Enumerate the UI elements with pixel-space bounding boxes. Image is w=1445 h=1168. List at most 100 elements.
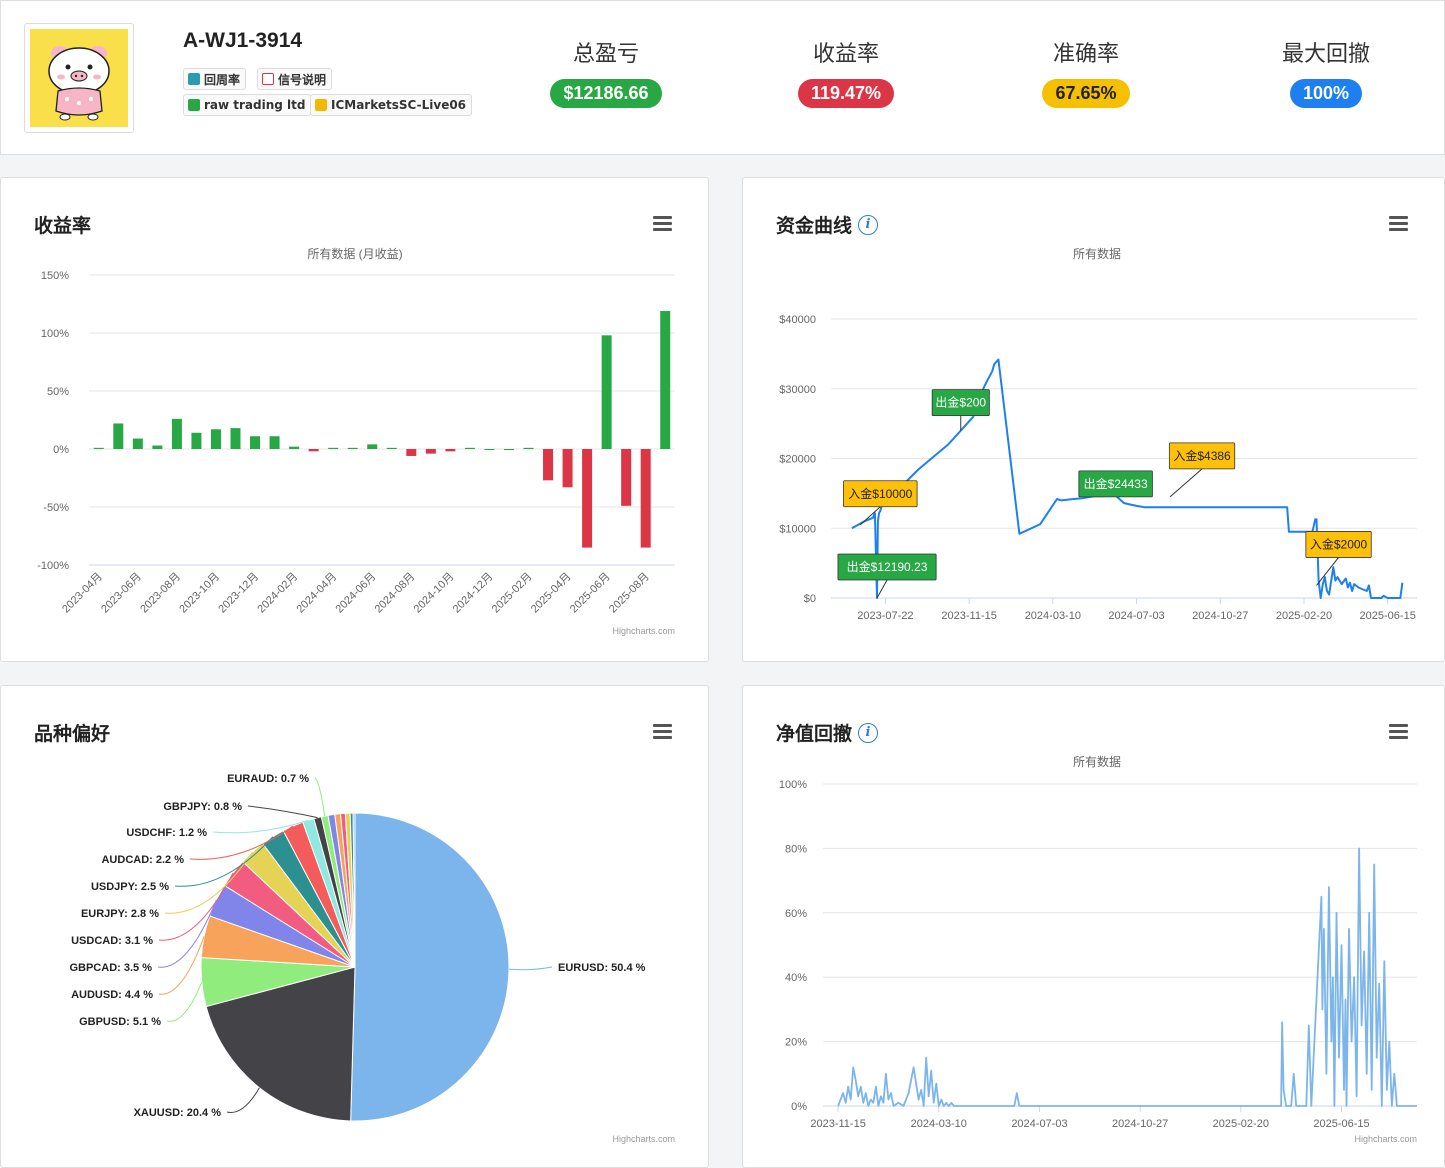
pie-connector xyxy=(247,805,318,819)
signal-name: A-WJ1-3914 xyxy=(183,29,303,52)
bar-2024-05 xyxy=(347,447,358,449)
returns-chart: 所有数据 (月收益) 150% 100% 50% 0% -50% -100%2023-04月… xyxy=(37,246,675,636)
bar-2023-09 xyxy=(191,432,202,449)
equity-line xyxy=(851,358,1404,599)
x-tick-label: 2025-02-20 xyxy=(1276,610,1332,622)
tag-label: ICMarketsSC-Live06 xyxy=(331,98,467,112)
bar-2024-07 xyxy=(386,447,397,449)
bar-2023-07 xyxy=(152,445,163,449)
drawdown-line xyxy=(837,847,1417,1107)
tag-signal-description[interactable]: 信号说明 xyxy=(257,68,333,90)
chart-menu-button[interactable] xyxy=(1389,216,1408,231)
flag-annotation: 出金$12190.23 xyxy=(837,553,937,599)
pie-label: USDCHF: 1.2 % xyxy=(126,827,207,839)
pie-slice-EURUSD xyxy=(350,812,510,1122)
x-tick-label: 2023-11-15 xyxy=(941,610,996,622)
x-tick-label: 2024-08月 xyxy=(373,571,418,616)
chart-menu-button[interactable] xyxy=(653,216,672,231)
symbols-panel: EURUSD: 50.4 % XAUUSD: 20.4 % GBPUSD: 5.1 … xyxy=(0,685,709,1168)
y-tick-label: 50% xyxy=(47,386,69,398)
info-icon[interactable]: i xyxy=(858,722,879,743)
bar-2025-09 xyxy=(660,310,671,449)
signal-header: A-WJ1-3914 回周率 信号说明 raw trading ltd ICMa… xyxy=(0,0,1445,155)
pie-slice-XAUUSD xyxy=(205,966,356,1122)
flag-annotation: 出金$24433 xyxy=(1078,470,1153,498)
info-icon[interactable]: i xyxy=(858,214,879,235)
bar-2023-08 xyxy=(171,418,182,449)
message-icon xyxy=(262,73,274,85)
chart-menu-button[interactable] xyxy=(1389,724,1408,739)
tag-label: 回周率 xyxy=(204,72,241,87)
stat-label: 最大回撤 xyxy=(1281,42,1370,67)
bar-2024-06 xyxy=(367,444,378,449)
chart-menu-button[interactable] xyxy=(653,724,672,739)
stat-return-rate: 收益率 119.47% xyxy=(726,39,966,108)
x-tick-label: 2025-02-20 xyxy=(1213,1118,1269,1130)
panel-title: 收益率 xyxy=(34,211,91,238)
stat-max-drawdown: 最大回撤 100% xyxy=(1206,39,1445,108)
pie-label: USDJPY: 2.5 % xyxy=(91,881,169,893)
pig-avatar-icon xyxy=(30,29,128,127)
x-tick-label: 2025-06-15 xyxy=(1360,610,1416,622)
chart-subtitle: 所有数据 (月收益) xyxy=(307,246,402,261)
stat-value-badge: 67.65% xyxy=(1042,79,1130,108)
y-tick-label: 0% xyxy=(791,1101,807,1113)
stat-total-profit: 总盈亏 $12186.66 xyxy=(486,39,726,108)
pie-connector xyxy=(158,936,205,995)
flag-annotation: 入金$10000 xyxy=(843,480,918,526)
flag-box xyxy=(1078,470,1153,498)
stat-accuracy: 准确率 67.65% xyxy=(966,39,1206,108)
y-tick-label: 20% xyxy=(785,1037,807,1049)
flag-box xyxy=(843,480,918,508)
bar-2024-09 xyxy=(425,449,436,454)
pie-label: GBPUSD: 5.1 % xyxy=(79,1016,161,1028)
flag-label: 入金$4386 xyxy=(1173,448,1231,463)
y-tick-label: $20000 xyxy=(779,454,816,466)
bar-2024-04 xyxy=(328,447,339,449)
stat-value-badge: 100% xyxy=(1289,79,1363,108)
y-tick-label: $0 xyxy=(804,593,816,605)
pie-connector xyxy=(174,836,274,887)
pie-label: AUDCAD: 2.2 % xyxy=(101,854,184,866)
flag-annotation: 出金$200 xyxy=(931,389,990,431)
bar-2025-07 xyxy=(621,449,632,506)
panel-title: 品种偏好 xyxy=(34,719,110,746)
bar-2023-10 xyxy=(210,429,221,449)
pie-slice-other xyxy=(352,812,356,968)
panel-title: 净值回撤 i xyxy=(776,719,879,746)
tag-server[interactable]: ICMarketsSC-Live06 xyxy=(310,94,473,116)
panel-title-text: 收益率 xyxy=(34,215,92,237)
bar-2023-12 xyxy=(250,436,261,449)
tag-broker[interactable]: raw trading ltd xyxy=(183,94,312,116)
equity-panel: 所有数据 $40000 $30000 $20000 $10000 $0 2023-07-22… xyxy=(742,177,1445,662)
x-tick-label: 2024-04月 xyxy=(294,571,339,616)
pie-label: EURUSD: 50.4 % xyxy=(558,962,646,974)
symbols-chart: EURUSD: 50.4 % XAUUSD: 20.4 % GBPUSD: 5.1 … xyxy=(69,773,675,1144)
pie-label: EURJPY: 2.8 % xyxy=(81,908,159,920)
bar-2024-10 xyxy=(445,449,456,452)
tag-turnover[interactable]: 回周率 xyxy=(183,68,247,90)
chart-subtitle: 所有数据 xyxy=(1073,754,1121,769)
x-tick-label: 2024-10-27 xyxy=(1192,610,1248,622)
y-tick-label: $10000 xyxy=(779,523,816,535)
x-tick-label: 2024-07-03 xyxy=(1108,610,1164,622)
returns-panel: 所有数据 (月收益) 150% 100% 50% 0% -50% -100% 2023-04月… xyxy=(0,177,709,662)
panel-title-text: 品种偏好 xyxy=(34,723,111,745)
bar-2024-12 xyxy=(484,449,495,450)
pie-connector xyxy=(226,1087,260,1113)
user-icon xyxy=(188,73,200,85)
pie-label: USDCAD: 3.1 % xyxy=(71,935,153,947)
stat-value-badge: $12186.66 xyxy=(550,79,662,108)
pie-label: AUDUSD: 4.4 % xyxy=(71,989,153,1001)
y-tick-label: 150% xyxy=(41,270,69,282)
flag-connector xyxy=(876,579,888,599)
flag-connector xyxy=(1316,557,1339,586)
flag-label: 出金$200 xyxy=(935,395,986,410)
bar-2024-01 xyxy=(269,436,280,449)
pie-label: EURAUD: 0.7 % xyxy=(227,773,309,785)
stat-label: 收益率 xyxy=(812,42,879,67)
bar-2025-01 xyxy=(503,449,514,450)
chart-credit: Highcharts.com xyxy=(612,626,675,636)
y-tick-label: -100% xyxy=(37,560,69,572)
equity-chart: 所有数据 $40000 $30000 $20000 $10000 $0 2023-07-22… xyxy=(779,246,1417,622)
